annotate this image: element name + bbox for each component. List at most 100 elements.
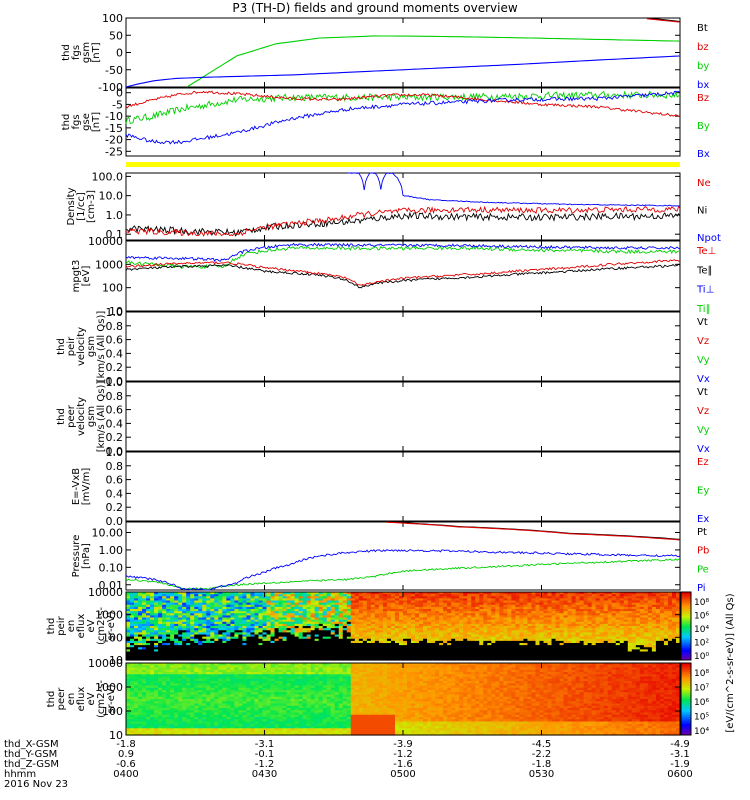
x-axis-tick-value: 0400 [113, 769, 138, 780]
legend-entry: Vy [697, 355, 710, 366]
series-Ti⊥ [125, 242, 681, 262]
y-axis-label: gsm [86, 336, 97, 357]
y-tick-label: 0.4 [106, 487, 124, 500]
series-By [125, 90, 681, 124]
date-label: 2016 Nov 23 [4, 779, 68, 790]
status-bar [126, 162, 680, 167]
series-bx [125, 55, 681, 88]
y-tick-label: 0.1 [106, 228, 124, 241]
series-Ti∥ [125, 245, 680, 270]
panel-fgs-gsm: 100 50 0 -50 -100 thd fgs gsm [nT] Bt bz by bx [61, 12, 709, 94]
y-tick-label: 0.8 [106, 320, 124, 333]
legend-entry: Ne [697, 178, 711, 189]
y-tick-label: 100.0 [92, 170, 124, 183]
y-tick-label: 0.0 [106, 445, 124, 458]
x-axis-row-label: hhmm [4, 769, 36, 780]
y-axis-label: gsm [81, 42, 92, 63]
y-tick-label: 1.0 [106, 446, 124, 459]
y-axis-label: (cm2-s- [96, 680, 107, 718]
y-tick-label: 0.2 [106, 501, 124, 514]
legend-entry: By [697, 121, 710, 132]
y-tick-label: 0.4 [106, 347, 124, 360]
heatmap-cells [126, 663, 681, 736]
colorbar-tick-label: 10⁸ [694, 598, 709, 608]
legend-entry: Pt [697, 527, 707, 538]
y-tick-label: 0.2 [106, 431, 124, 444]
y-tick-label: 1.0 [106, 376, 124, 389]
y-tick-label: 0 [116, 87, 123, 100]
x-axis-row-label: thd_X-GSM [4, 739, 59, 750]
y-tick-label: 1.0 [106, 209, 124, 222]
panel-frame [125, 451, 681, 522]
x-axis-tick-value: -4.5 [532, 739, 552, 750]
ion-colorbar: 10⁸ 10⁶ 10⁴ 10² 10⁰ [680, 591, 709, 662]
series-Bz [125, 90, 681, 117]
y-axis-label: [km/s (All Qs)] [96, 311, 107, 383]
x-axis-tick-value: -2.2 [532, 749, 552, 760]
y-axis-label: [nPa] [81, 543, 92, 569]
x-axis-tick-value: -1.9 [670, 759, 690, 770]
y-tick-label: 1000 [95, 681, 123, 694]
series-Pb [386, 521, 681, 541]
y-tick-label: 10.00 [92, 526, 124, 539]
x-axis-tick-value: 0.9 [118, 749, 134, 760]
y-tick-label: 0.4 [106, 417, 124, 430]
series-Te∥ [125, 263, 681, 289]
colorbar-frame [680, 662, 692, 736]
panel-ion-eflux: 10000 1000 100 10 thd peir en eflux eV (cm2-s-sr-… [46, 586, 681, 667]
y-tick-label: 10 [109, 654, 123, 667]
y-tick-label: 0.8 [106, 460, 124, 473]
y-axis-label: eflux [76, 687, 87, 712]
legend-entry: Te⊥ [696, 246, 716, 257]
x-axis-tick-value: -1.8 [116, 739, 136, 750]
panel-fgs-gse: 0-5-10-15-20-25 thd fgs gse [nT] Bz By Bx [61, 87, 710, 160]
y-axis-label: [nT] [91, 42, 102, 62]
panel-frame [125, 172, 681, 241]
y-axis-label: peir [56, 615, 67, 635]
y-axis-label: eflux [76, 614, 87, 639]
y-tick-label: -100 [98, 81, 123, 94]
legend-entry: bz [697, 42, 709, 53]
legend-entry: by [697, 61, 709, 72]
legend-entry: Bt [697, 23, 708, 34]
y-tick-label: 10.0 [99, 190, 124, 203]
y-tick-label: 1.00 [99, 544, 124, 557]
y-axis-label: peer [56, 687, 67, 711]
y-axis-label: gsm [86, 406, 97, 427]
x-axis-tick-value: 0600 [667, 769, 692, 780]
y-tick-label: 0 [116, 47, 123, 60]
legend-entry: Ti⊥ [696, 285, 714, 296]
legend-entry: Vt [697, 317, 708, 328]
panel-frame [125, 381, 681, 452]
legend-entry: Pb [697, 546, 709, 557]
x-axis-tick-value: -3.9 [393, 739, 413, 750]
electron-colorbar: 10⁸ 10⁷ 10⁶ 10⁵ 10⁴ [680, 662, 709, 737]
y-axis-label: fgs [71, 45, 82, 60]
x-axis-row-label: thd_Y-GSM [4, 749, 57, 760]
x-axis-tick-value: -1.6 [393, 759, 413, 770]
y-tick-label: -15 [105, 122, 123, 135]
x-axis-tick-value: 0430 [252, 769, 277, 780]
panel-frame [125, 240, 681, 312]
y-axis-label: [eV] [81, 266, 92, 287]
legend-entry: Vz [697, 336, 709, 347]
y-tick-label: 100 [102, 631, 123, 644]
legend-entry: Ti∥ [696, 304, 711, 315]
x-axis-tick-value: -1.2 [255, 759, 275, 770]
series-Ne [125, 205, 681, 237]
y-axis-label: eV [86, 619, 97, 632]
colorbar-tick-label: 10² [694, 639, 709, 649]
y-axis-label: velocity [76, 327, 87, 366]
y-tick-label: 10 [109, 729, 123, 742]
colorbar-label: [eV/(cm^2-s-sr-eV)] (All Qs) [725, 593, 736, 732]
legend-entry: Bx [697, 149, 710, 160]
y-tick-label: 0.10 [99, 561, 124, 574]
y-axis-label: thd [56, 338, 67, 355]
x-axis-tick-value: -3.1 [255, 739, 275, 750]
y-tick-label: -50 [105, 64, 123, 77]
y-axis-label: thd [46, 618, 57, 635]
y-tick-label: 0.8 [106, 390, 124, 403]
y-tick-label: 100 [102, 705, 123, 718]
